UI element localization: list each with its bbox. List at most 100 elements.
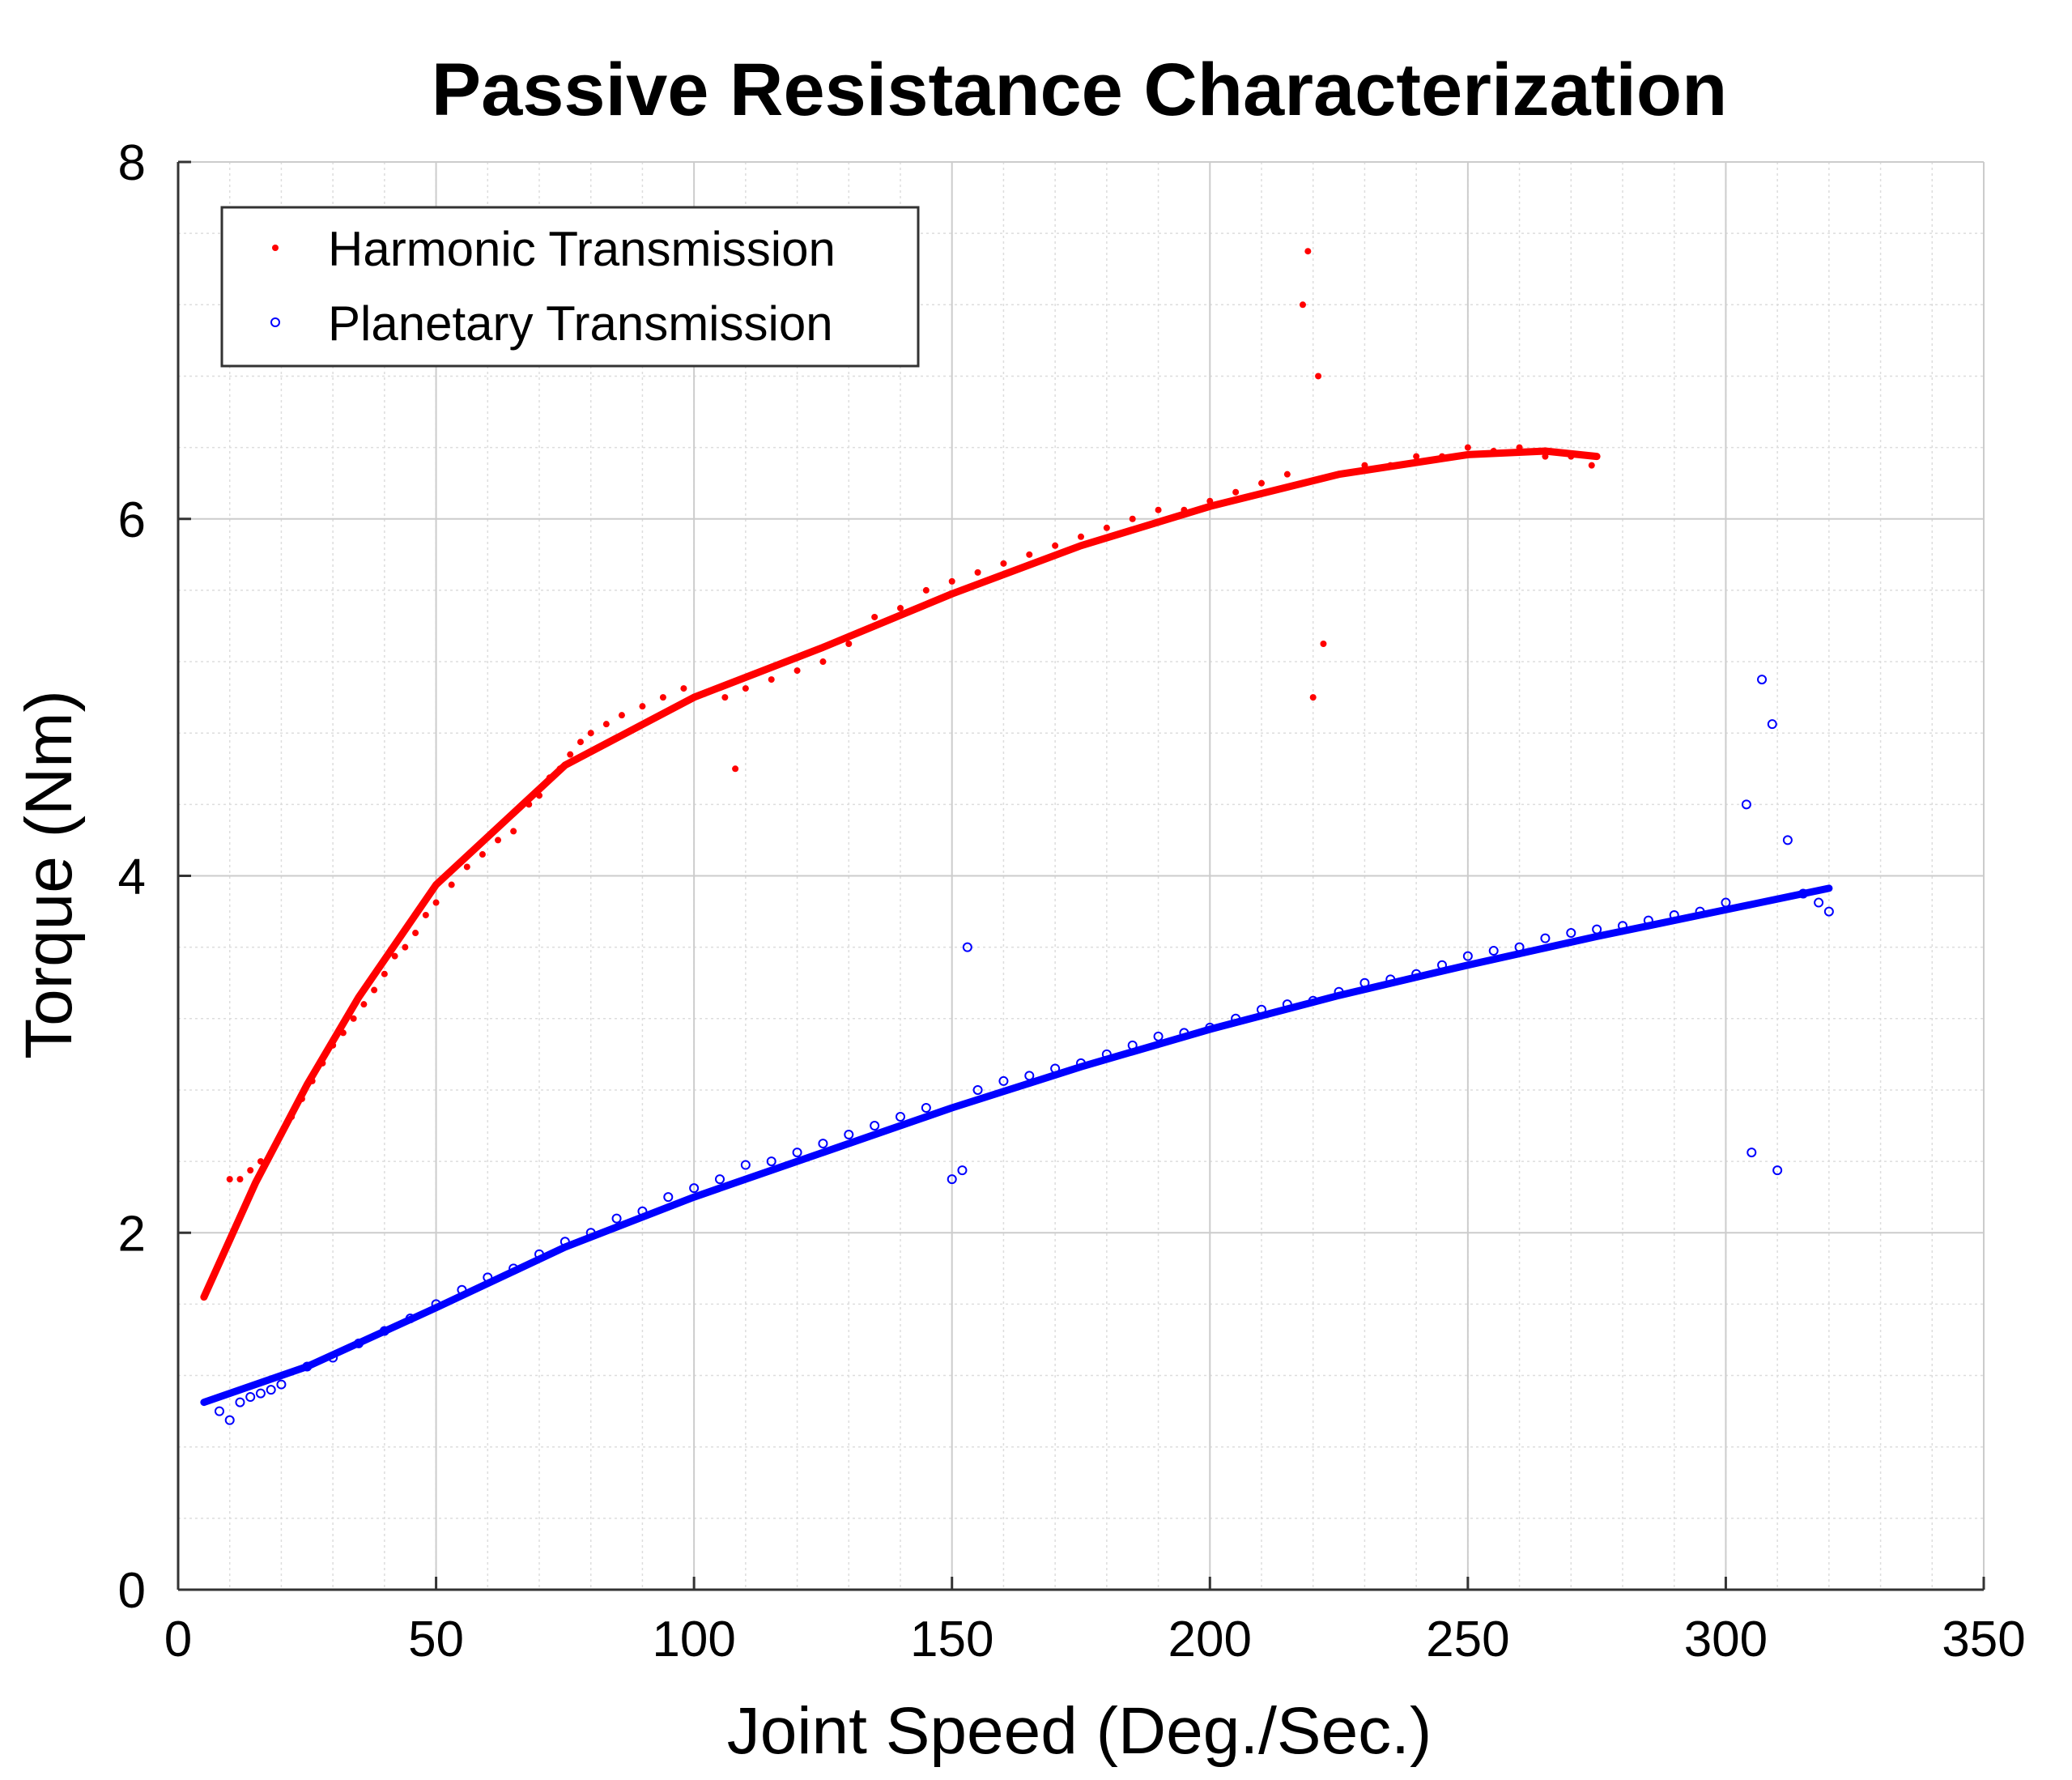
harmonic-transmission-point — [267, 1149, 274, 1156]
harmonic-transmission-point — [525, 801, 533, 808]
harmonic-transmission-point — [556, 765, 564, 773]
x-tick-label: 100 — [652, 1612, 735, 1667]
harmonic-transmission-point — [381, 970, 388, 977]
harmonic-transmission-point — [587, 730, 594, 737]
harmonic-transmission-point — [768, 676, 775, 683]
planetary-transmission-point — [1669, 909, 1679, 920]
planetary-transmission-point — [740, 1160, 751, 1170]
planetary-transmission-point — [534, 1249, 544, 1259]
planetary-transmission-point — [585, 1228, 596, 1238]
planetary-transmission-point — [1231, 1013, 1241, 1024]
harmonic-transmission-point — [1413, 453, 1420, 460]
harmonic-transmission-point — [700, 690, 708, 697]
planetary-transmission-point — [1282, 999, 1292, 1010]
harmonic-transmission-point — [922, 586, 930, 594]
planetary-transmission-point — [1695, 906, 1705, 917]
series-1 — [200, 675, 1834, 1425]
x-tick-label: 0 — [164, 1612, 192, 1667]
harmonic-transmission-point — [1103, 524, 1110, 531]
legend-box — [220, 206, 920, 368]
planetary-transmission-point — [689, 1183, 700, 1194]
harmonic-transmission-point — [602, 721, 610, 728]
harmonic-transmission-point — [721, 694, 729, 701]
harmonic-transmission-point — [845, 641, 853, 648]
harmonic-transmission-point — [1315, 373, 1322, 380]
planetary-transmission-point — [1308, 995, 1318, 1006]
planetary-transmission-point — [235, 1397, 245, 1407]
legend-marker-planetary — [270, 317, 280, 327]
harmonic-transmission-point — [391, 952, 398, 960]
harmonic-transmission-point — [236, 1176, 244, 1183]
harmonic-transmission-point — [463, 863, 470, 871]
planetary-transmission-point — [870, 1121, 880, 1131]
harmonic-transmission-point — [247, 1167, 254, 1174]
harmonic-transmission-point — [319, 1059, 326, 1067]
harmonic-transmission-point — [1568, 453, 1575, 460]
planetary-transmission-point — [921, 1102, 931, 1113]
planetary-transmission-point — [1767, 719, 1777, 730]
x-tick-label: 300 — [1684, 1612, 1768, 1667]
harmonic-transmission-point — [308, 1077, 316, 1084]
planetary-transmission-point — [715, 1174, 725, 1185]
harmonic-transmission-point — [536, 792, 542, 799]
harmonic-transmission-point — [897, 604, 904, 611]
planetary-transmission-point — [457, 1284, 467, 1295]
harmonic-transmission-point — [1052, 542, 1059, 549]
planetary-transmission-point — [405, 1314, 415, 1324]
planetary-transmission-point — [1462, 951, 1473, 961]
harmonic-transmission-point — [1464, 444, 1471, 451]
planetary-transmission-point — [1592, 924, 1602, 935]
planetary-transmission-point — [1814, 897, 1824, 908]
harmonic-transmission-point — [1490, 448, 1497, 455]
harmonic-transmission-point — [974, 568, 981, 576]
harmonic-transmission-point — [1320, 641, 1327, 648]
harmonic-transmission-point — [546, 774, 553, 781]
harmonic-transmission-point — [412, 930, 419, 937]
harmonic-transmission-point — [278, 1131, 285, 1139]
planetary-transmission-fit-line — [200, 884, 1833, 1407]
planetary-transmission-point — [302, 1361, 313, 1372]
planetary-transmission-point — [1488, 946, 1499, 956]
planetary-transmission-point — [1747, 1148, 1757, 1158]
planetary-transmission-point — [957, 1165, 968, 1176]
legend-label-planetary: Planetary Transmission — [328, 296, 833, 351]
planetary-transmission-point — [998, 1075, 1009, 1086]
harmonic-transmission-point — [793, 667, 801, 675]
harmonic-transmission-point — [871, 613, 879, 620]
planetary-transmission-point — [1437, 960, 1447, 970]
planetary-transmission-point — [214, 1406, 224, 1416]
planetary-transmission-point — [1101, 1049, 1112, 1059]
planetary-transmission-point — [947, 1174, 957, 1185]
planetary-transmission-point — [224, 1415, 235, 1425]
x-tick-label: 350 — [1942, 1612, 2025, 1667]
harmonic-transmission-point — [577, 739, 584, 746]
planetary-transmission-point — [611, 1213, 622, 1224]
planetary-transmission-point — [844, 1130, 854, 1140]
harmonic-transmission-point — [1516, 444, 1523, 451]
planetary-transmission-point — [1540, 933, 1551, 943]
planetary-transmission-point — [1334, 986, 1344, 997]
axes: 0 50 100 150 200 250 300 350 0 2 4 6 8 — [118, 135, 2026, 1667]
harmonic-transmission-point — [402, 943, 409, 951]
harmonic-transmission-point — [742, 685, 749, 692]
x-tick-label: 50 — [408, 1612, 464, 1667]
harmonic-transmission-point — [448, 881, 455, 888]
planetary-transmission-point — [896, 1112, 905, 1122]
harmonic-transmission-point — [1299, 301, 1306, 309]
planetary-transmission-point — [1050, 1063, 1061, 1074]
harmonic-transmission-point — [510, 828, 517, 835]
harmonic-transmission-point — [1361, 462, 1368, 469]
harmonic-transmission-point — [680, 685, 687, 692]
planetary-transmission-point — [1643, 915, 1653, 926]
planetary-transmission-point — [1359, 977, 1370, 988]
harmonic-transmission-point — [339, 1029, 347, 1037]
planetary-transmission-point — [1514, 942, 1525, 952]
harmonic-transmission-point — [819, 658, 827, 666]
planetary-transmission-point — [1741, 799, 1751, 810]
x-axis-label: Joint Speed (Deg./Sec.) — [727, 1694, 1432, 1768]
planetary-transmission-point — [962, 942, 972, 952]
harmonic-transmission-fit-line — [200, 447, 1601, 1301]
harmonic-transmission-point — [1283, 471, 1291, 478]
y-tick-label: 6 — [118, 492, 146, 548]
